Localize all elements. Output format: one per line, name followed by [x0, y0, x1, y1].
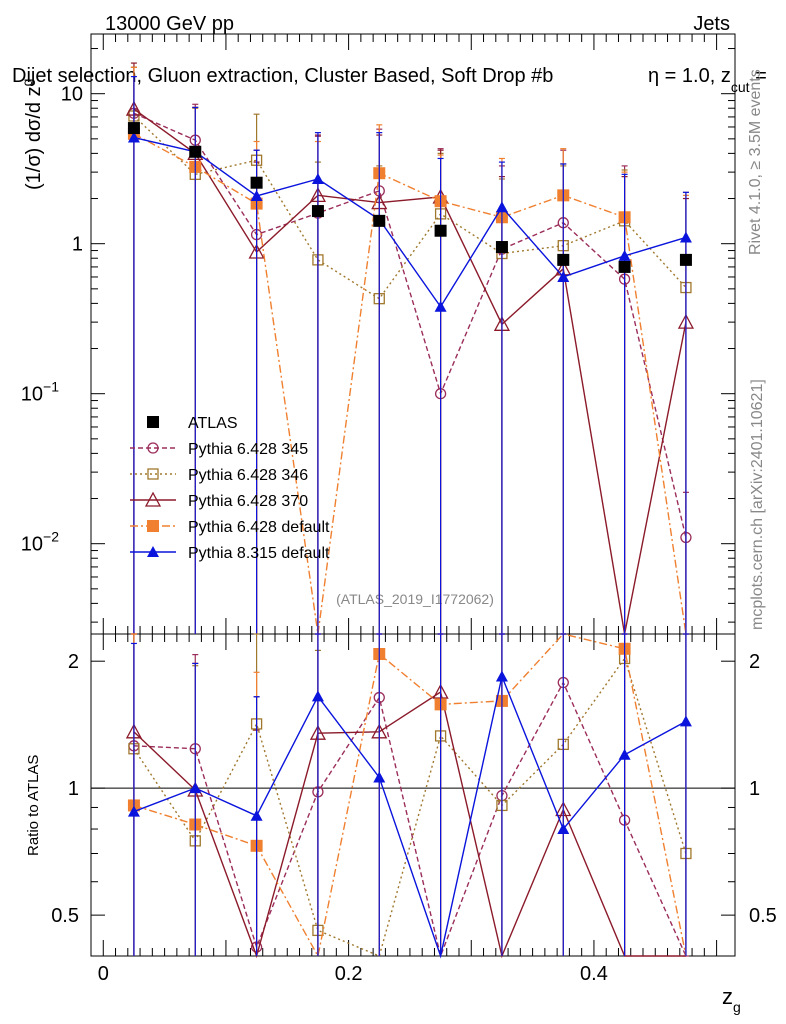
main-ylabel-sub: g: [19, 79, 35, 87]
data-point: [434, 300, 447, 312]
ratio-series-4: [127, 633, 692, 959]
ratio-point: [311, 690, 324, 702]
main-series-0: [127, 122, 692, 273]
data-point: [189, 145, 202, 158]
legend-label: Pythia 6.428 346: [188, 467, 308, 484]
main-ylabel: (1/σ) dσ/d zg: [19, 79, 45, 190]
main-frame: [90, 33, 736, 635]
ratio-line: [133, 674, 687, 959]
plot-title: Dijet selection, Gluon extraction, Clust…: [12, 65, 553, 87]
x-axis-label-main: z: [722, 984, 733, 1009]
legend-marker: [147, 546, 159, 557]
legend-marker: [144, 491, 162, 507]
series-line: [133, 112, 687, 538]
ratio-y-tick-label-right: 2: [749, 651, 760, 673]
ratio-point: [495, 670, 508, 682]
legend-marker: [147, 520, 159, 532]
series-line: [133, 136, 687, 308]
ratio-y-tick-label: 1: [68, 778, 79, 800]
category-label: Jets: [693, 13, 730, 35]
ratio-point: [557, 823, 570, 835]
data-point: [250, 176, 263, 189]
ratio-point: [250, 809, 263, 821]
data-point: [618, 249, 631, 261]
main-y-tick-label: 10−2: [21, 529, 59, 556]
ratio-y-tick-label: 2: [68, 651, 79, 673]
main-y-tick-label: 10−1: [21, 379, 59, 406]
legend-marker: [147, 468, 159, 480]
plot-title-overlay-main: η = 1.0, z: [648, 65, 731, 87]
mcplots-label: mcplots.cern.ch [arXiv:2401.10621]: [749, 379, 766, 630]
ratio-y-tick-label: 0.5: [51, 905, 79, 927]
data-point: [127, 122, 140, 135]
data-point: [495, 201, 508, 213]
ratio-series-group: [125, 633, 692, 959]
series-line: [133, 115, 687, 300]
data-point: [557, 270, 570, 282]
rivet-label: Rivet 4.1.0, ≥ 3.5M events: [747, 69, 764, 255]
ratio-point: [618, 748, 631, 760]
data-point: [311, 205, 324, 218]
main-y-tick-label: 1: [72, 234, 83, 256]
ratio-series-1: [128, 633, 692, 957]
data-point: [679, 231, 692, 243]
legend: ATLAS Pythia 6.428 345 Pythia 6.428 346 Pyt…: [130, 415, 330, 562]
data-point: [311, 172, 324, 184]
analysis-id: (ATLAS_2019_I1772062): [336, 591, 494, 607]
series-line: [133, 133, 687, 635]
data-point: [495, 241, 508, 254]
plot-title-overlay-tail: =: [750, 65, 767, 87]
data-point: [679, 253, 692, 266]
data-point: [250, 189, 263, 201]
ratio-point: [127, 805, 140, 817]
ratio-point: [679, 715, 692, 727]
main-axis-ticks: 10−210−1110102: [21, 48, 735, 623]
main-ylabel-main: (1/σ) dσ/d z: [23, 86, 45, 190]
data-point: [618, 260, 631, 273]
x-tick-label: 0: [98, 963, 109, 985]
ratio-point: [189, 782, 202, 794]
series-line: [133, 108, 687, 635]
legend-label: Pythia 6.428 370: [188, 493, 308, 510]
x-tick-label: 0.2: [335, 963, 363, 985]
legend-label: Pythia 6.428 345: [188, 441, 308, 458]
legend-marker: [147, 416, 159, 428]
ratio-y-tick-label-right: 1: [749, 778, 760, 800]
x-tick-label: 0.4: [580, 963, 608, 985]
ratio-line: [133, 656, 687, 957]
energy-label: 13000 GeV pp: [105, 13, 234, 35]
data-point: [434, 224, 447, 237]
legend-label: Pythia 8.315 default: [188, 545, 330, 562]
ratio-line: [133, 633, 687, 958]
legend-label: Pythia 6.428 default: [188, 519, 330, 536]
legend-label: ATLAS: [188, 415, 238, 432]
data-point: [373, 214, 386, 227]
main-series-group: [125, 62, 695, 635]
main-y-tick-label: 10: [61, 84, 83, 106]
plot-title-overlay: η = 1.0, zcut =: [648, 65, 767, 95]
ratio-frame: [90, 633, 736, 957]
x-axis-label-sub: g: [733, 999, 741, 1015]
data-point: [127, 131, 140, 143]
ratio-line: [133, 690, 686, 959]
legend-marker: [147, 442, 159, 454]
ratio-point: [373, 771, 386, 783]
data-point: [557, 253, 570, 266]
plot-title-overlay-sub: cut: [731, 79, 750, 95]
ratio-y-tick-label-right: 0.5: [749, 905, 777, 927]
ratio-line: [133, 680, 687, 959]
ratio-axis-ticks: 0.5 0.5 1 1 2 2: [51, 651, 777, 957]
x-axis-label: zg: [722, 984, 741, 1015]
ratio-ylabel: Ratio to ATLAS: [25, 755, 42, 856]
